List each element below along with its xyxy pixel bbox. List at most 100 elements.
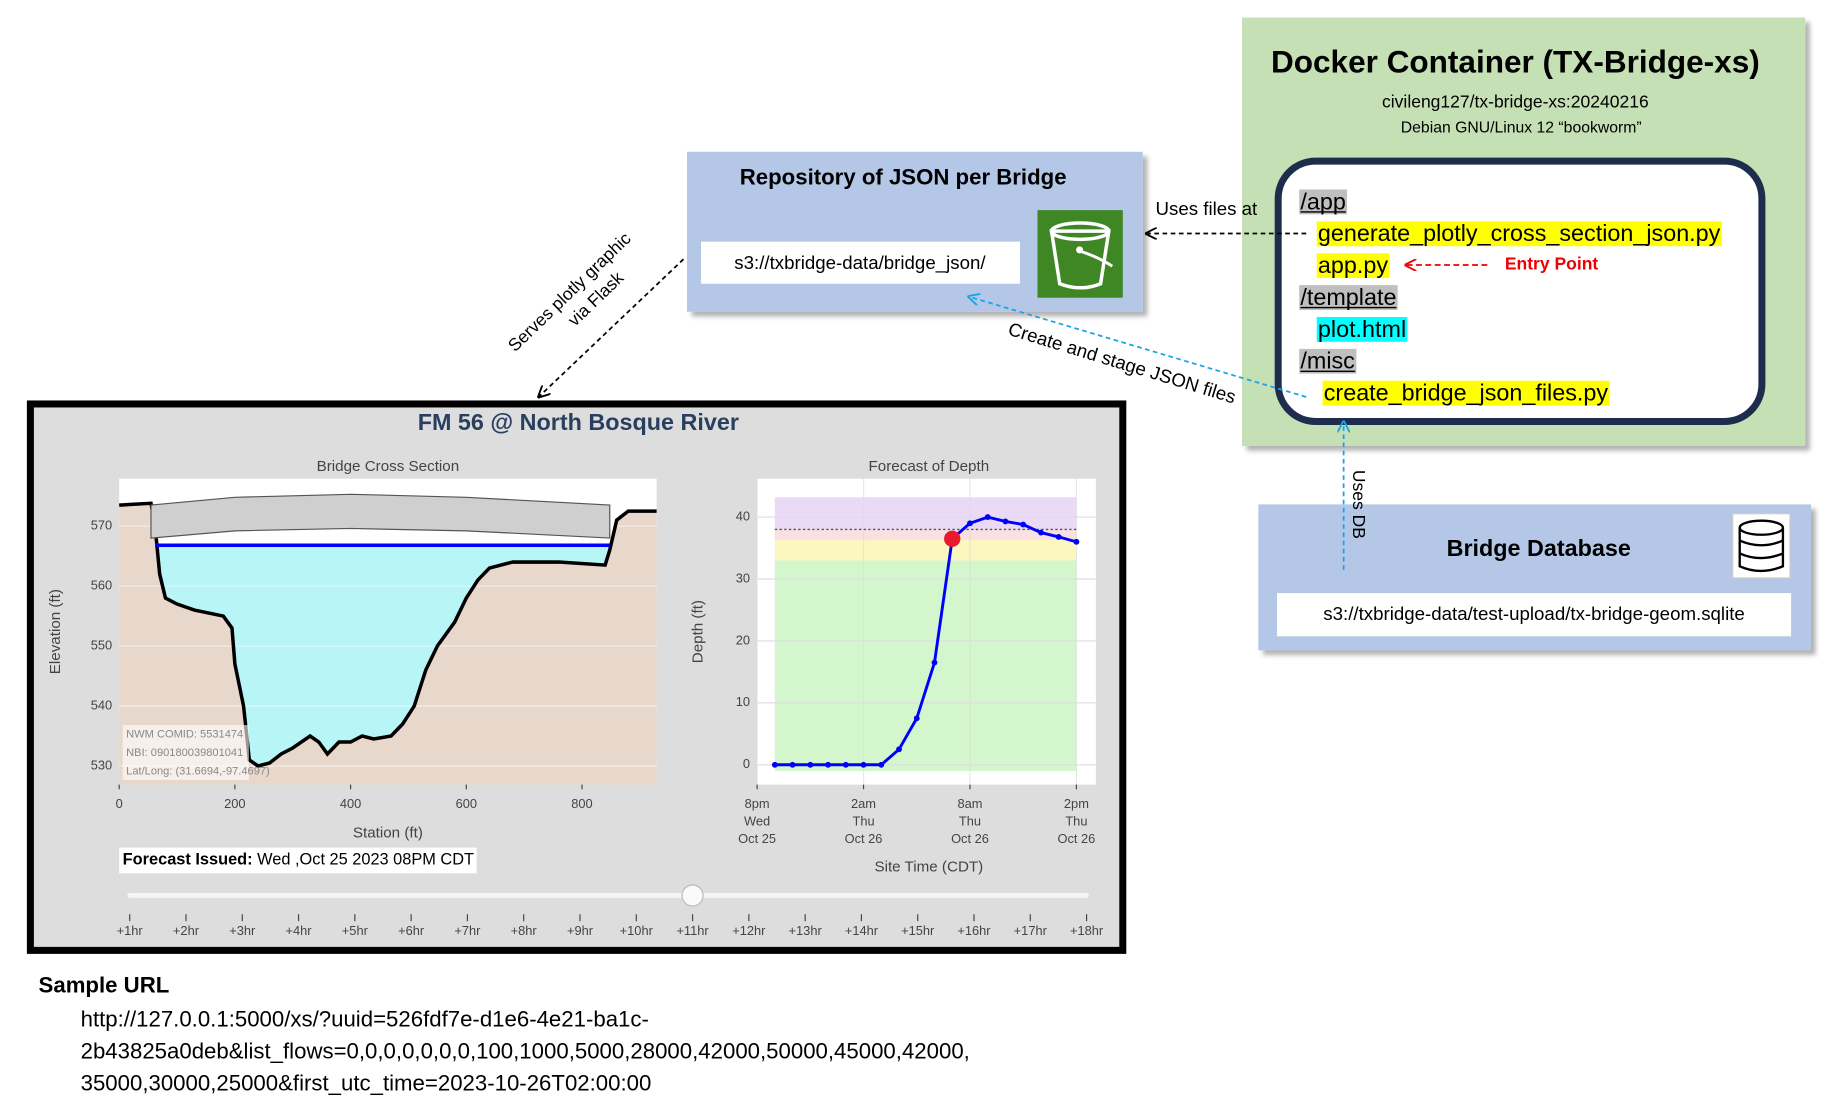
docker-os: Debian GNU/Linux 12 “bookworm” bbox=[1401, 120, 1642, 137]
folder-list: /app generate_plotly_cross_section_json.p… bbox=[1299, 188, 1722, 406]
slider: +1hr +2hr +3hr +4hr +5hr +6hr +7hr +8hr +9hr +10h… bbox=[117, 884, 1104, 938]
slider-label[interactable]: +3hr bbox=[229, 923, 256, 938]
slider-label[interactable]: +2hr bbox=[173, 923, 200, 938]
repository-path: s3://txbridge-data/bridge_json/ bbox=[734, 252, 986, 274]
database-icon bbox=[1732, 513, 1791, 579]
folder-name: /misc bbox=[1300, 348, 1355, 374]
highlight bbox=[1316, 221, 1722, 247]
repository-title: Repository of JSON per Bridge bbox=[740, 164, 1067, 189]
slider-label[interactable]: +7hr bbox=[454, 923, 481, 938]
x-tick-label: 0 bbox=[116, 796, 123, 811]
y-tick-label: 570 bbox=[91, 517, 112, 532]
highlight bbox=[1299, 348, 1357, 374]
bridge-deck bbox=[150, 493, 611, 539]
depth-point bbox=[1020, 521, 1027, 528]
database-path: s3://txbridge-data/test-upload/tx-bridge… bbox=[1323, 603, 1745, 624]
slider-label[interactable]: +10hr bbox=[620, 923, 654, 938]
entry-point: Entry Point bbox=[1505, 254, 1599, 274]
x-axis-label: Station (ft) bbox=[353, 825, 423, 842]
dashboard-title: FM 56 @ North Bosque River bbox=[418, 409, 739, 435]
depth-point bbox=[1002, 518, 1009, 525]
x-tick-label: 8pm bbox=[745, 796, 770, 811]
x-axis-label: Site Time (CDT) bbox=[874, 859, 983, 876]
slider-label[interactable]: +1hr bbox=[117, 923, 144, 938]
annotation: Lat/Long: (31.6694,-97.4697) bbox=[126, 766, 270, 778]
serves-arrow bbox=[539, 258, 685, 397]
x-tick-label: Thu bbox=[1065, 813, 1087, 828]
depth-point bbox=[931, 659, 938, 666]
slider-label[interactable]: +9hr bbox=[567, 923, 594, 938]
slider-label[interactable]: +6hr bbox=[398, 923, 425, 938]
slider-label[interactable]: +16hr bbox=[957, 923, 991, 938]
depth-point bbox=[1055, 533, 1062, 540]
y-axis-label: Elevation (ft) bbox=[47, 589, 64, 674]
file-name: generate_plotly_cross_section_json.py bbox=[1318, 220, 1721, 246]
depth-point bbox=[771, 761, 778, 768]
slider-label[interactable]: +4hr bbox=[286, 923, 313, 938]
bucket-icon bbox=[1037, 210, 1123, 298]
x-tick-label: 400 bbox=[340, 796, 361, 811]
slider-label[interactable]: +8hr bbox=[511, 923, 538, 938]
x-tick-label: 200 bbox=[224, 796, 245, 811]
docker-image: civileng127/tx-bridge-xs:20240216 bbox=[1382, 91, 1649, 111]
slider-label[interactable]: +5hr bbox=[342, 923, 369, 938]
y-tick-label: 550 bbox=[91, 637, 112, 652]
depth-band bbox=[774, 560, 1077, 771]
sample-url-line: 2b43825a0deb&list_flows=0,0,0,0,0,0,0,10… bbox=[81, 1038, 970, 1063]
slider-label[interactable]: +17hr bbox=[1014, 923, 1048, 938]
x-tick-label: 800 bbox=[571, 796, 592, 811]
chart-title: Bridge Cross Section bbox=[317, 458, 460, 475]
database-path-box bbox=[1277, 593, 1792, 637]
y-tick-label: 40 bbox=[736, 508, 750, 523]
depth-line bbox=[774, 515, 1077, 767]
x-tick-label: Oct 25 bbox=[738, 831, 776, 846]
slider-label[interactable]: +15hr bbox=[901, 923, 935, 938]
x-tick-label: 600 bbox=[456, 796, 477, 811]
annotation-box bbox=[122, 725, 249, 780]
y-tick-label: 30 bbox=[736, 570, 750, 585]
x-tick-label: Oct 26 bbox=[951, 831, 989, 846]
x-tick-label: 8am bbox=[957, 796, 982, 811]
depth-point bbox=[842, 761, 849, 768]
depth-band bbox=[774, 539, 1077, 561]
docker-title: Docker Container (TX-Bridge-xs) bbox=[1271, 44, 1760, 80]
y-tick-label: 10 bbox=[736, 694, 750, 709]
forecast-issued: Forecast Issued: Wed ,Oct 25 2023 08PM C… bbox=[123, 851, 474, 869]
sample-url-line: http://127.0.0.1:5000/xs/?uuid=526fdf7e-… bbox=[81, 1006, 649, 1031]
y-tick-label: 560 bbox=[91, 577, 112, 592]
y-tick-label: 540 bbox=[91, 697, 112, 712]
depth-band bbox=[774, 529, 1077, 540]
x-tick-label: Oct 26 bbox=[845, 831, 883, 846]
slider-label[interactable]: +11hr bbox=[676, 923, 709, 938]
annotation: NBI: 090180039801041 bbox=[126, 747, 243, 759]
depth-point bbox=[967, 520, 973, 527]
database-title: Bridge Database bbox=[1447, 535, 1631, 561]
sample-url-line: 35000,30000,25000&first_utc_time=2023-10… bbox=[81, 1071, 652, 1096]
uses-files-label: Uses files at bbox=[1156, 198, 1259, 219]
file-name: plot.html bbox=[1318, 316, 1406, 342]
forecast-issued-value: Wed ,Oct 25 2023 08PM CDT bbox=[257, 851, 474, 869]
depth-point bbox=[807, 761, 814, 768]
chart-title: Forecast of Depth bbox=[869, 458, 990, 475]
x-tick-label: Oct 26 bbox=[1058, 831, 1096, 846]
slider-label[interactable]: +14hr bbox=[845, 923, 879, 938]
slider-label[interactable]: +12hr bbox=[732, 923, 766, 938]
depth-point bbox=[789, 761, 796, 768]
slider-label[interactable]: +13hr bbox=[789, 923, 823, 938]
highlight bbox=[1299, 285, 1398, 310]
slider-label[interactable]: +18hr bbox=[1070, 923, 1104, 938]
folder-name: /app bbox=[1300, 188, 1345, 214]
highlight bbox=[1316, 316, 1408, 342]
x-tick-label: Thu bbox=[959, 813, 981, 828]
current-point bbox=[944, 530, 961, 547]
depth-point bbox=[825, 761, 831, 768]
folder-name: /template bbox=[1300, 284, 1396, 310]
charts: Bridge Cross Section Station (ft) Elevatio… bbox=[47, 458, 1096, 875]
repository-path-box bbox=[701, 241, 1020, 284]
depth-point bbox=[1073, 538, 1080, 545]
slider-handle[interactable] bbox=[681, 884, 704, 907]
annotation: NWM COMID: 5531474 bbox=[126, 728, 243, 740]
depth-point bbox=[878, 761, 885, 768]
